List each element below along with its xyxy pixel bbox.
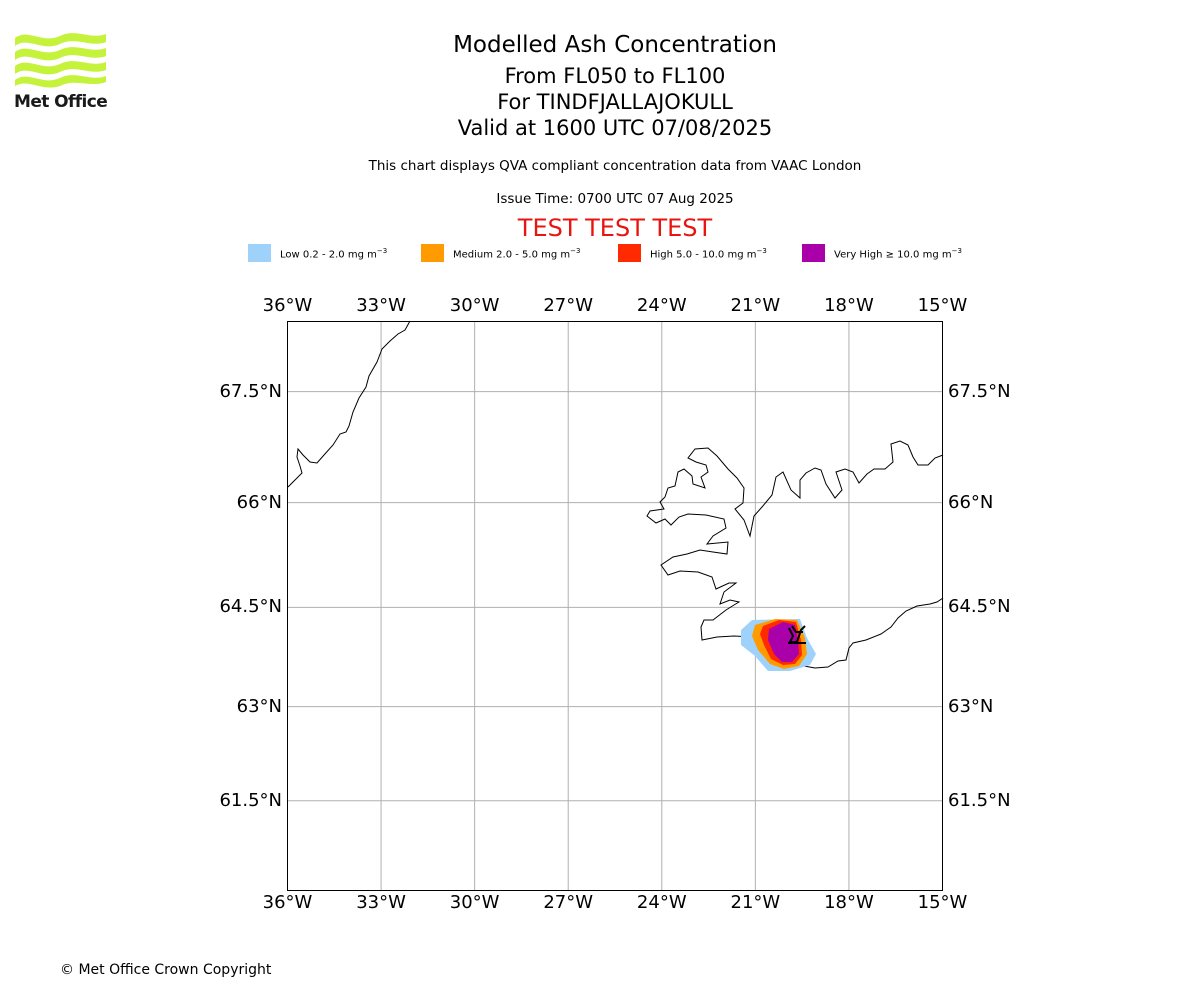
map-frame (287, 321, 943, 891)
test-banner: TEST TEST TEST (517, 214, 713, 242)
lon-tick-label-top: 33°W (356, 295, 406, 316)
legend-label-low: Low 0.2 - 2.0 mg m−3 (280, 247, 388, 261)
met-office-logo: Met Office (14, 30, 110, 112)
lat-tick-label-right: 64.5°N (948, 596, 1011, 618)
chart-title: Modelled Ash Concentration (453, 32, 777, 58)
lon-tick-label-top: 27°W (543, 295, 594, 316)
lon-tick-label-bottom: 18°W (824, 892, 874, 913)
met-office-waves-icon (15, 33, 106, 88)
coastline (287, 320, 944, 669)
lat-tick-label-left: 67.5°N (219, 380, 282, 402)
lat-tick-label-left: 61.5°N (219, 789, 282, 811)
lon-tick-label-top: 36°W (262, 295, 313, 316)
legend-swatch-high (618, 244, 641, 262)
lat-tick-label-left: 63°N (236, 695, 282, 717)
lat-tick-label-right: 67.5°N (948, 380, 1011, 402)
lon-tick-label-bottom: 15°W (917, 892, 968, 913)
issue-time: Issue Time: 0700 UTC 07 Aug 2025 (496, 191, 734, 207)
legend-label-very-high: Very High ≥ 10.0 mg m−3 (834, 247, 962, 261)
volcano-name: For TINDFJALLAJOKULL (497, 90, 733, 114)
lat-tick-label-right: 66°N (948, 491, 994, 513)
valid-time: Valid at 1600 UTC 07/08/2025 (457, 116, 773, 140)
lon-tick-label-top: 24°W (636, 295, 687, 316)
lat-tick-label-left: 64.5°N (219, 596, 282, 618)
lon-tick-label-top: 21°W (730, 295, 781, 316)
lon-tick-label-bottom: 33°W (356, 892, 406, 913)
legend-label-high: High 5.0 - 10.0 mg m−3 (650, 247, 767, 261)
lon-tick-label-top: 18°W (824, 295, 874, 316)
legend-swatch-low (248, 244, 271, 262)
logo-text: Met Office (14, 92, 108, 112)
qva-note: This chart displays QVA compliant concen… (368, 158, 862, 174)
lon-tick-label-bottom: 30°W (449, 892, 500, 913)
lon-tick-label-top: 30°W (449, 295, 500, 316)
legend-label-medium: Medium 2.0 - 5.0 mg m−3 (453, 247, 581, 261)
legend-swatch-very-high (802, 244, 825, 262)
lat-tick-label-right: 61.5°N (948, 789, 1011, 811)
volcano-marker-icon (788, 625, 806, 644)
copyright: © Met Office Crown Copyright (60, 962, 272, 978)
lon-tick-label-bottom: 27°W (543, 892, 594, 913)
lat-tick-label-right: 63°N (948, 695, 994, 717)
coastline-greenland (287, 320, 411, 488)
flight-level-range: From FL050 to FL100 (504, 64, 726, 88)
lon-tick-label-top: 15°W (917, 295, 968, 316)
map-gridlines (287, 321, 943, 891)
lon-tick-label-bottom: 24°W (636, 892, 687, 913)
lon-tick-label-bottom: 21°W (730, 892, 781, 913)
lat-tick-label-left: 66°N (236, 491, 282, 513)
legend-swatch-medium (421, 244, 444, 262)
lon-tick-label-bottom: 36°W (262, 892, 313, 913)
